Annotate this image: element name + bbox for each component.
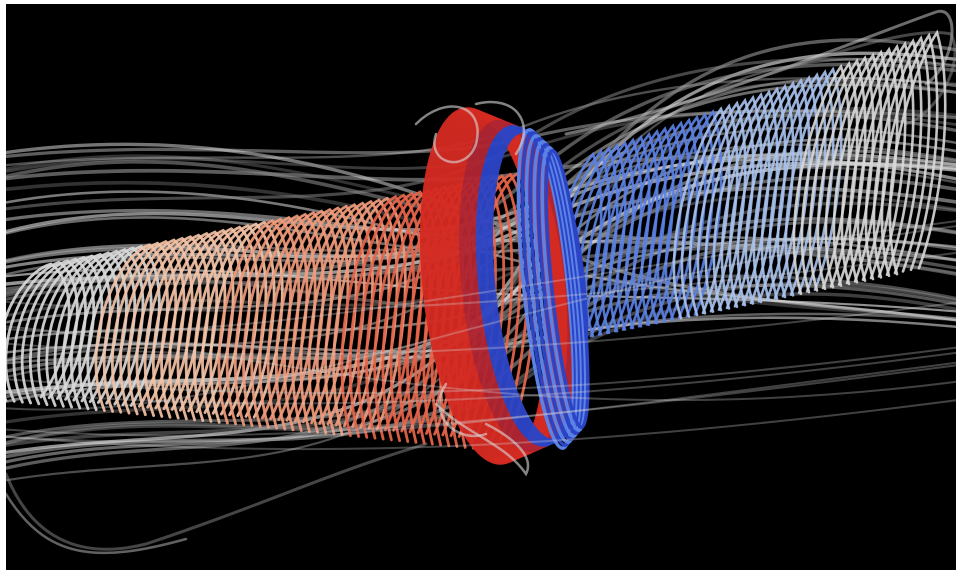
vortex-ring-rim — [516, 128, 576, 450]
foreground-streamline — [6, 364, 956, 437]
vortex-ring-rim — [536, 143, 586, 435]
vortex-ring-rim — [544, 149, 590, 429]
foreground-streamline — [6, 325, 956, 402]
vortex-ring-rim — [520, 131, 578, 447]
blue-helix-loop — [856, 40, 915, 282]
ambient-streamline — [564, 9, 954, 136]
blue-helix-loop — [880, 32, 939, 278]
vortex-ring-wisp — [434, 402, 530, 477]
blue-helix-streamlines — [544, 29, 947, 346]
vortex-ring-rim — [524, 134, 580, 444]
foreground-streamline — [6, 351, 956, 405]
vortex-ring-rim — [532, 140, 584, 438]
foreground-streamline — [6, 346, 956, 394]
foreground-streamline — [6, 251, 956, 312]
foreground-streamline — [6, 361, 956, 443]
ambient-streamline — [6, 220, 956, 439]
blue-helix-loop — [848, 43, 907, 284]
vortex-ring-wisp — [414, 105, 479, 164]
ambient-streamline — [6, 442, 428, 551]
streamline-visualization — [6, 9, 956, 555]
foreground-streamline — [6, 399, 956, 451]
ambient-streamline — [6, 107, 956, 424]
foreground-streamline — [6, 301, 956, 356]
vortex-ring-rim — [540, 146, 588, 432]
blue-helix-loop — [872, 35, 931, 279]
foreground-streamline — [6, 225, 956, 411]
blue-helix-loop — [888, 29, 947, 276]
vortex-ring — [414, 100, 590, 477]
ambient-streamline — [6, 492, 188, 555]
blue-helix-loop — [864, 38, 923, 281]
render-viewport — [6, 4, 956, 570]
vortex-ring-wisp — [438, 382, 488, 438]
vortex-ring-rim — [528, 137, 582, 441]
foreground-streamline — [6, 220, 956, 333]
vortex-ring-wisp — [474, 100, 526, 156]
foreground-streamlines — [6, 220, 956, 451]
